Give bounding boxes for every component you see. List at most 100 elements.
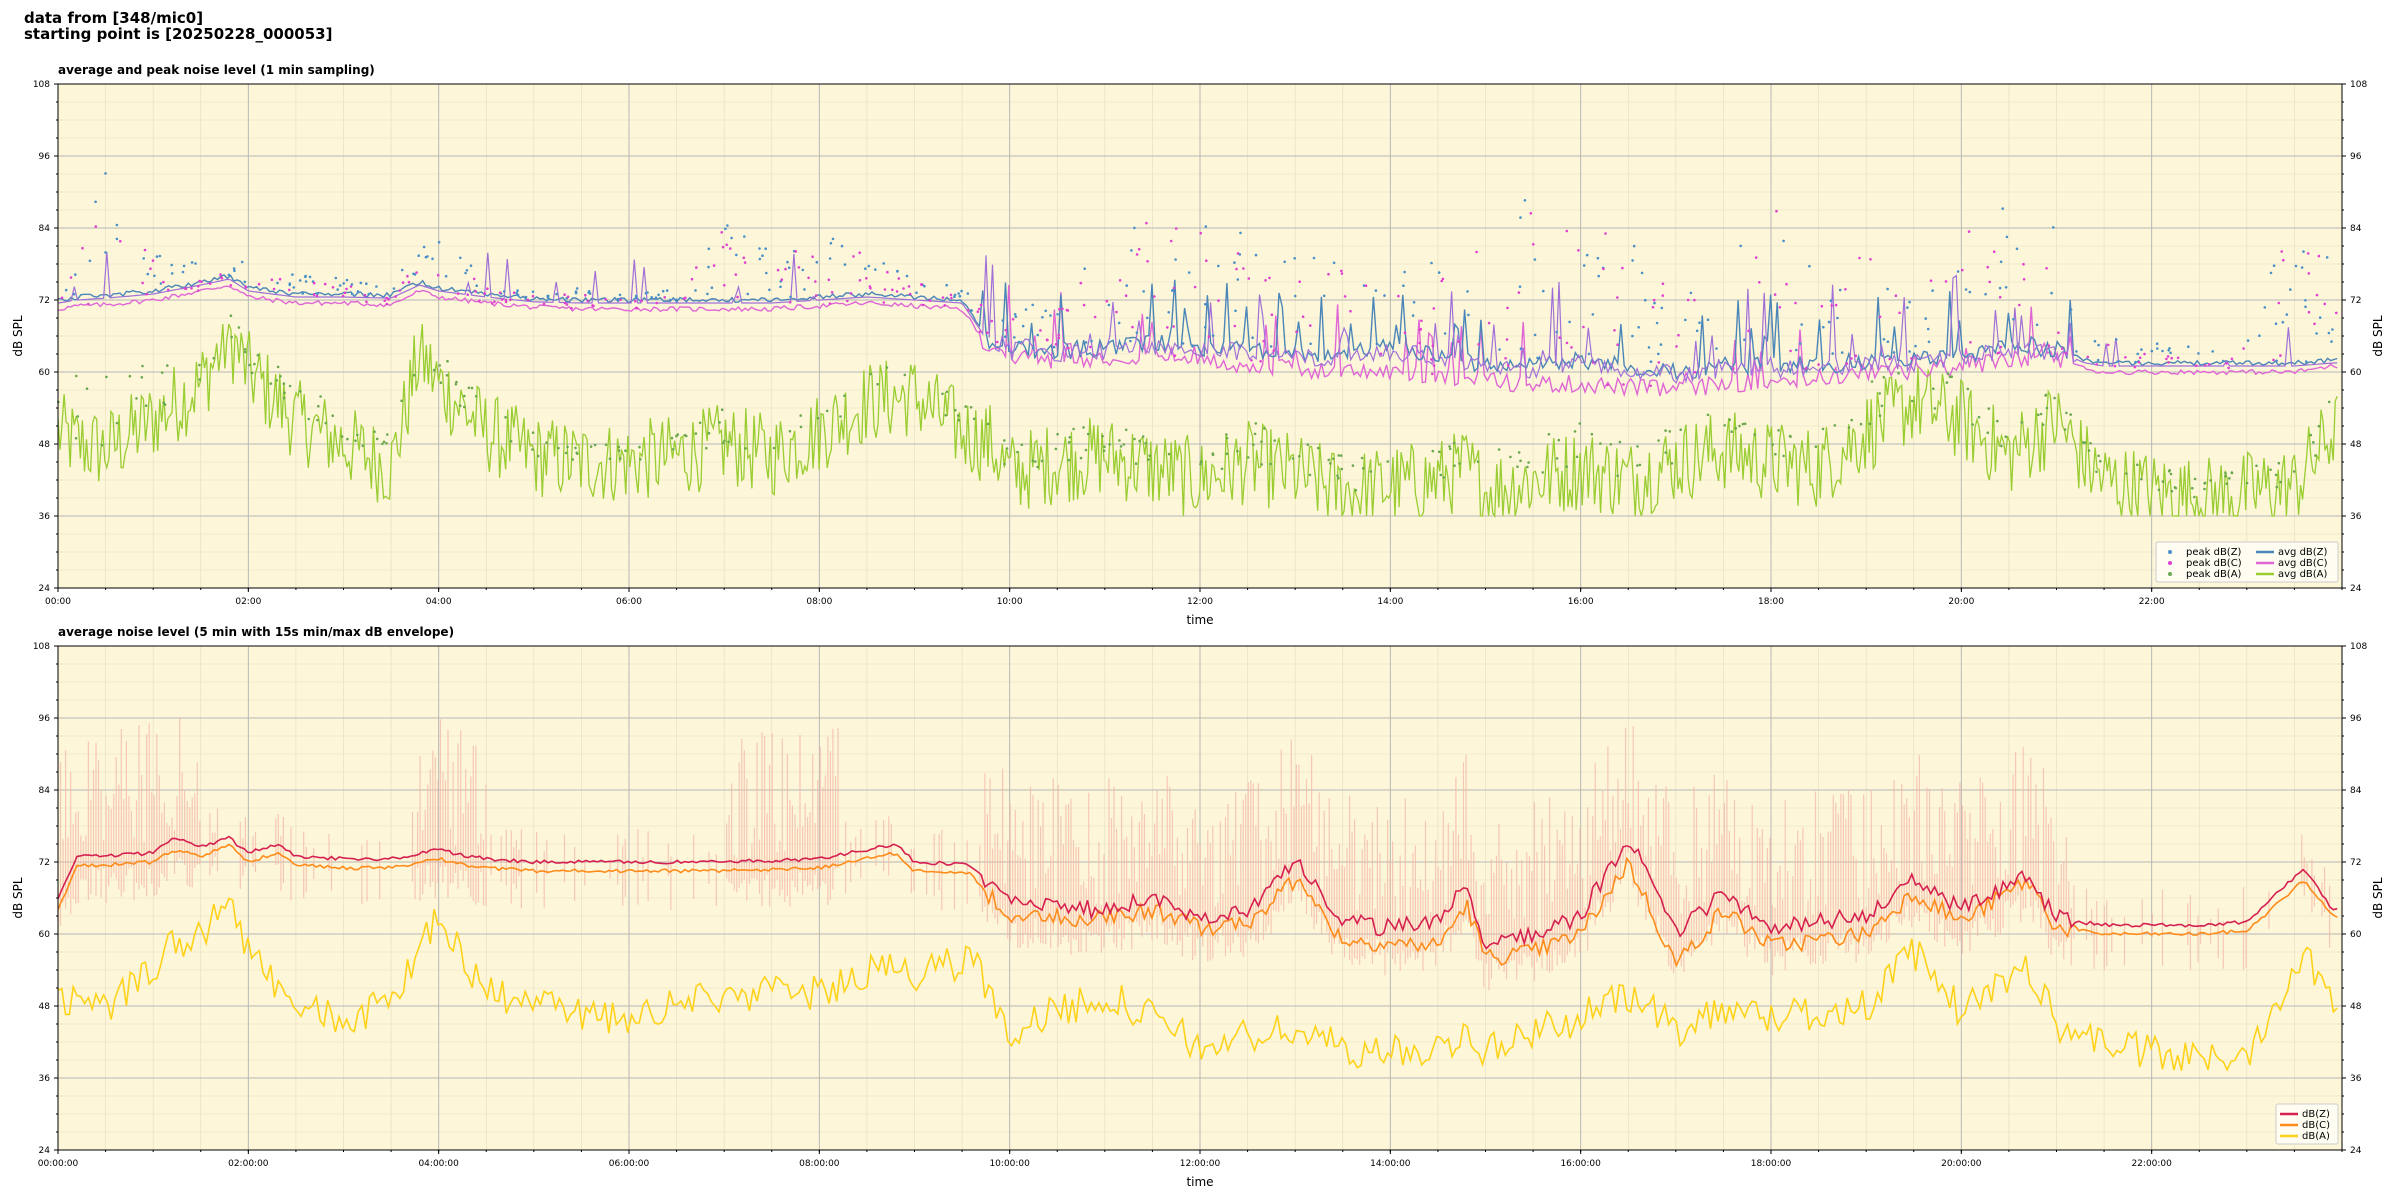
peak-point: [153, 274, 156, 278]
peak-point: [1211, 452, 1215, 455]
peak-point: [2086, 355, 2090, 359]
peak-point: [1056, 313, 1059, 316]
peak-point: [1336, 474, 1339, 478]
peak-point: [69, 276, 73, 279]
peak-point: [690, 277, 694, 281]
peak-point: [2304, 299, 2307, 302]
peak-point: [604, 443, 608, 447]
xtick-label: 12:00: [1187, 597, 1213, 607]
peak-point: [1651, 305, 1655, 309]
peak-point: [1148, 454, 1151, 458]
peak-point: [1519, 459, 1522, 463]
peak-point: [2323, 302, 2326, 306]
peak-point: [2176, 356, 2180, 360]
ytick-label-right: 84: [2350, 224, 2362, 234]
peak-point: [1695, 329, 1699, 333]
peak-point: [1020, 443, 1024, 447]
peak-point: [891, 288, 894, 292]
peak-point: [385, 296, 388, 300]
peak-point: [1003, 335, 1007, 339]
ytick-label-right: 48: [2350, 1002, 2362, 1012]
peak-point: [1932, 387, 1935, 391]
peak-point: [151, 259, 155, 262]
peak-point: [742, 256, 746, 260]
peak-point: [1269, 462, 1272, 466]
peak-point: [1272, 349, 1275, 353]
peak-point: [1251, 336, 1254, 340]
peak-point: [2272, 264, 2276, 268]
peak-point: [1362, 284, 1366, 287]
peak-point: [1789, 349, 1792, 353]
peak-point: [954, 408, 957, 412]
peak-point: [190, 261, 194, 264]
peak-point: [876, 382, 879, 386]
peak-point: [1173, 354, 1177, 358]
peak-point: [2275, 485, 2279, 489]
peak-point: [1886, 287, 1889, 291]
ytick-label-left: 48: [39, 1002, 51, 1012]
xtick-label: 14:00: [1377, 597, 1403, 607]
peak-point: [208, 282, 212, 285]
peak-point: [956, 414, 960, 417]
peak-point: [574, 446, 577, 450]
peak-point: [375, 437, 379, 441]
peak-point: [115, 223, 119, 227]
peak-point: [2150, 349, 2154, 353]
peak-point: [2203, 487, 2206, 491]
peak-point: [146, 272, 150, 276]
peak-point: [2136, 352, 2139, 356]
peak-point: [1134, 462, 1138, 466]
peak-point: [87, 302, 90, 306]
peak-point: [707, 265, 710, 269]
peak-point: [1519, 216, 1522, 219]
ytick-label-right: 24: [2350, 584, 2362, 594]
peak-point: [1555, 457, 1559, 460]
peak-point: [2228, 477, 2231, 480]
peak-point: [472, 277, 476, 281]
peak-point: [787, 266, 791, 270]
peak-point: [1146, 316, 1149, 320]
peak-point: [618, 293, 622, 297]
peak-point: [858, 251, 861, 254]
peak-point: [843, 263, 847, 266]
peak-point: [633, 299, 637, 303]
peak-point: [1293, 257, 1296, 260]
peak-point: [788, 429, 792, 433]
peak-point: [640, 299, 643, 303]
peak-point: [1044, 309, 1047, 313]
peak-point: [1297, 455, 1301, 458]
peak-point: [1207, 335, 1211, 339]
peak-point: [2317, 424, 2321, 428]
peak-point: [1430, 261, 1433, 265]
peak-point: [2280, 250, 2283, 253]
peak-point: [1125, 284, 1128, 287]
peak-point: [463, 405, 466, 409]
peak-point: [2281, 320, 2285, 324]
peak-point: [1870, 380, 1874, 383]
peak-point: [1204, 302, 1207, 306]
peak-point: [1448, 445, 1451, 448]
peak-point: [486, 287, 489, 291]
peak-point: [1800, 323, 1803, 326]
peak-point: [2097, 454, 2100, 458]
peak-point: [504, 300, 508, 304]
peak-point: [624, 449, 627, 453]
peak-point: [1908, 350, 1911, 353]
peak-point: [2169, 351, 2172, 355]
peak-point: [1145, 221, 1148, 225]
peak-point: [1411, 314, 1415, 317]
peak-point: [1778, 306, 1782, 309]
peak-point: [2230, 357, 2234, 361]
peak-point: [1967, 230, 1971, 233]
peak-point: [1458, 462, 1461, 465]
peak-point: [2069, 308, 2073, 311]
peak-point: [341, 294, 345, 298]
peak-point: [799, 414, 802, 417]
peak-point: [941, 296, 945, 299]
peak-point: [1747, 329, 1750, 333]
peak-point: [2099, 459, 2102, 463]
peak-point: [811, 255, 814, 258]
peak-point: [356, 433, 359, 437]
peak-point: [2037, 413, 2040, 417]
peak-point: [198, 279, 201, 283]
